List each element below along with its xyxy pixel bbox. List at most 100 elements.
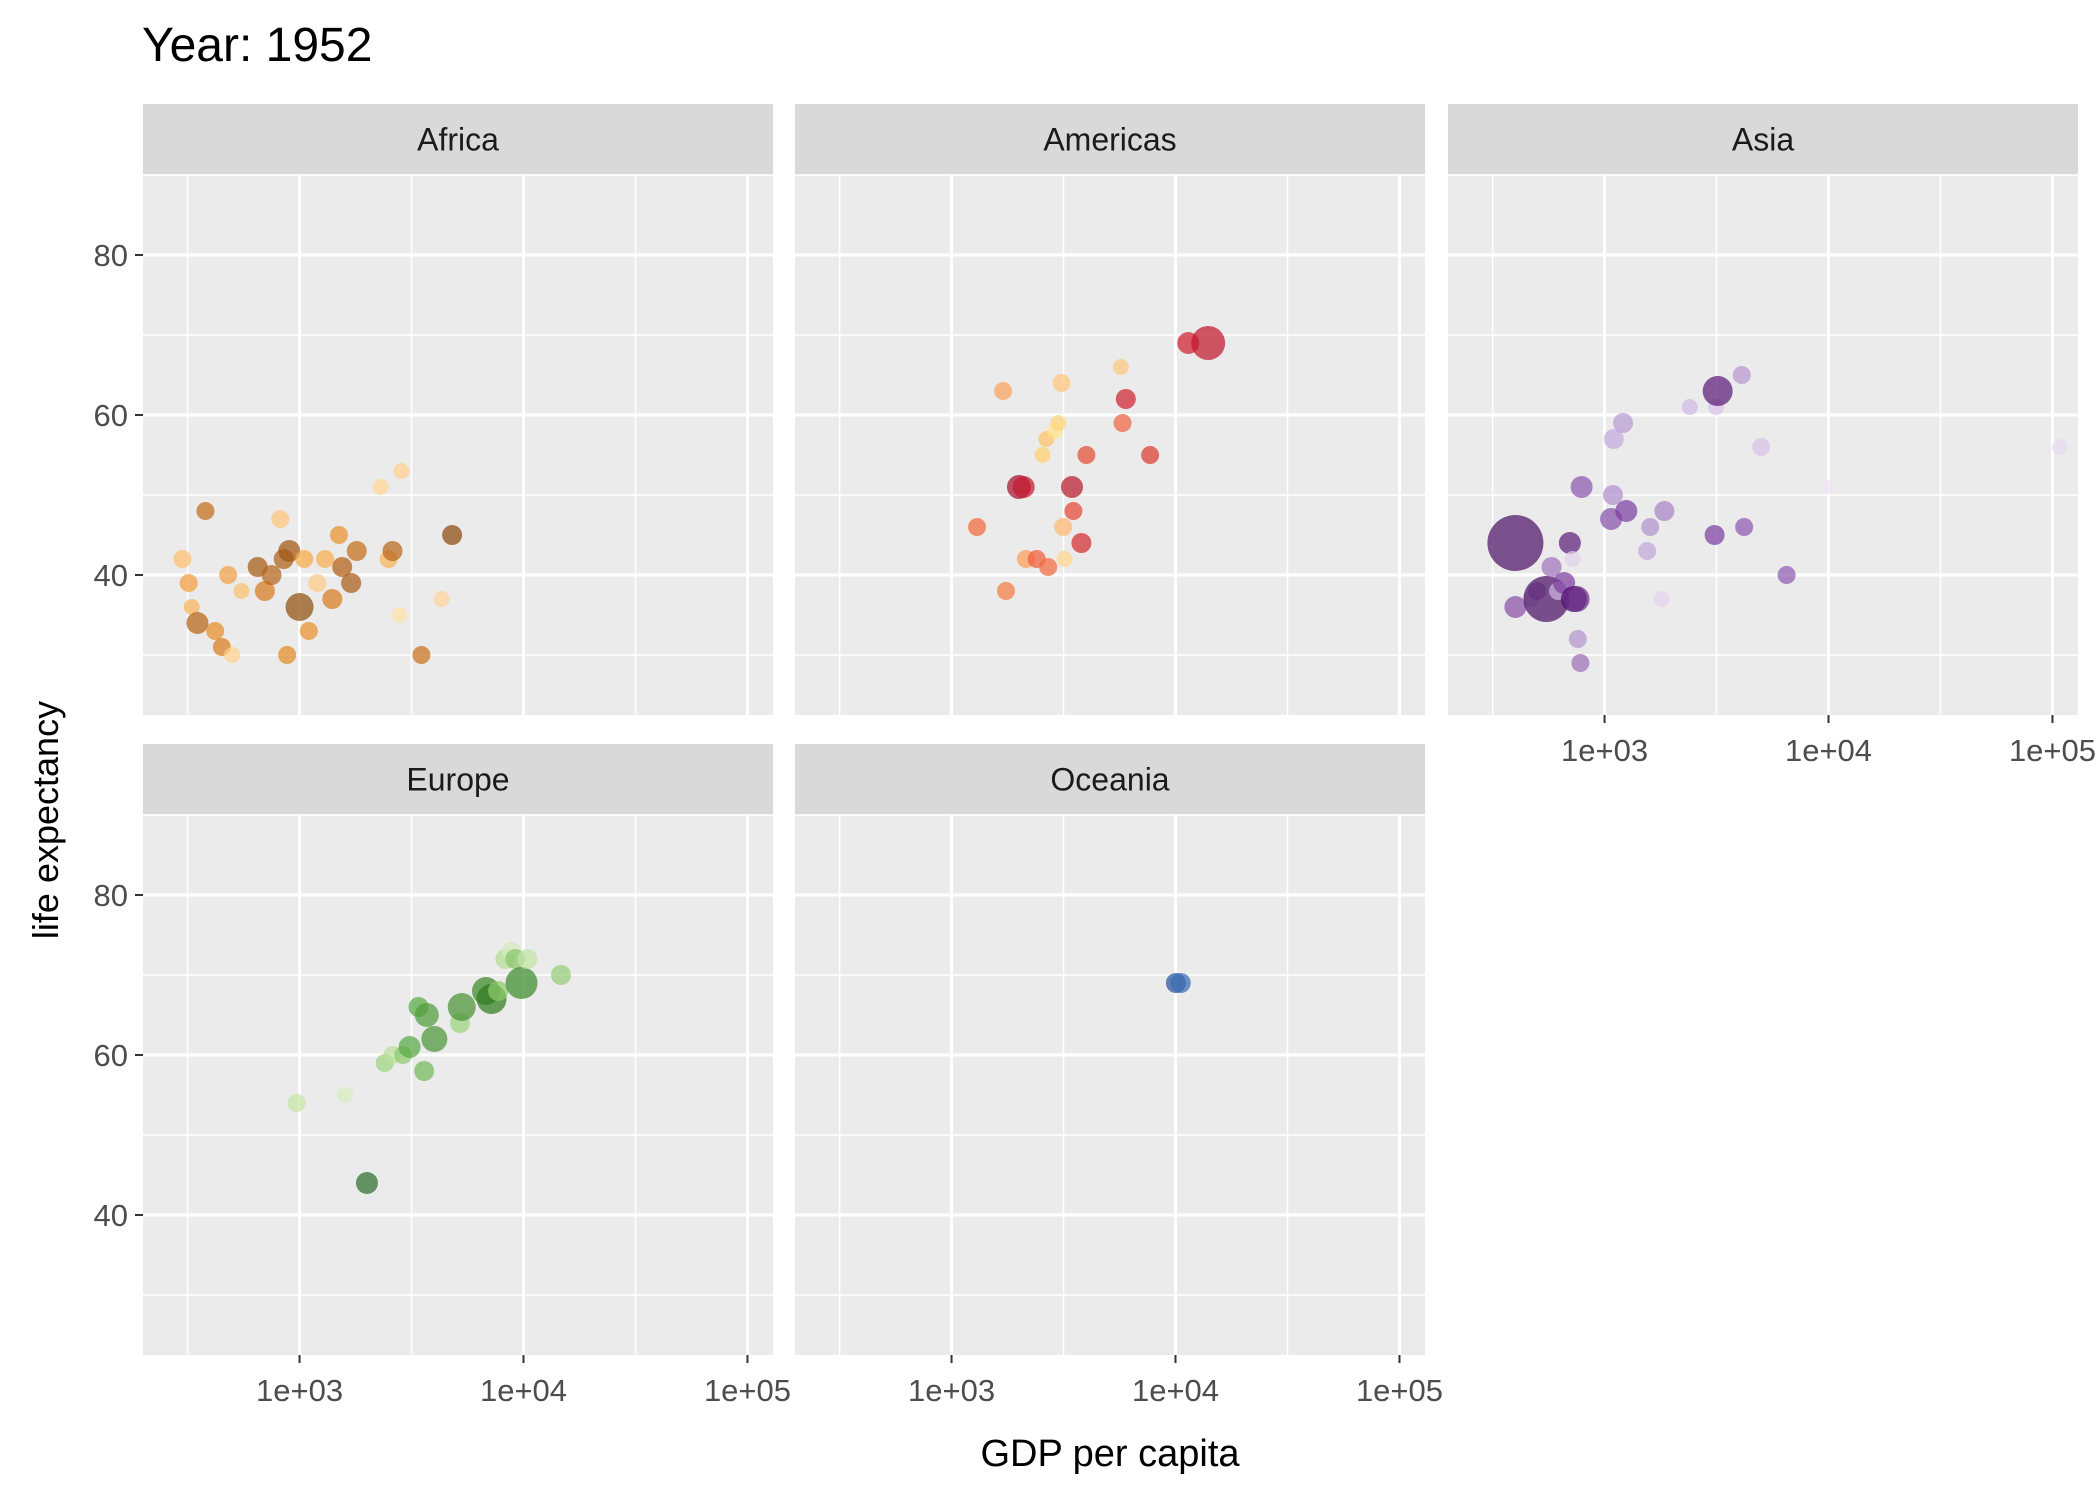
scatter-point xyxy=(271,510,290,528)
panel-background xyxy=(143,175,773,715)
scatter-point xyxy=(1052,374,1071,392)
scatter-point xyxy=(1487,515,1544,571)
facet-label: Europe xyxy=(406,762,509,798)
scatter-point xyxy=(1170,973,1191,993)
x-tick-label: 1e+04 xyxy=(1785,733,1872,768)
scatter-point xyxy=(1191,326,1226,360)
scatter-point xyxy=(278,646,297,664)
scatter-point xyxy=(1054,518,1073,536)
scatter-point xyxy=(285,593,314,621)
scatter-point xyxy=(517,949,538,969)
scatter-point xyxy=(1061,476,1083,498)
points-americas xyxy=(968,326,1226,600)
scatter-point xyxy=(219,566,238,584)
scatter-point xyxy=(1141,446,1160,464)
scatter-point xyxy=(1077,446,1096,464)
panel-background xyxy=(795,815,1425,1355)
y-axis-label: life expectancy xyxy=(25,701,66,939)
scatter-point xyxy=(287,1094,306,1112)
points-asia xyxy=(1487,366,2068,672)
scatter-point xyxy=(1558,532,1581,554)
scatter-point xyxy=(1563,586,1590,612)
scatter-point xyxy=(332,557,353,577)
scatter-point xyxy=(1735,518,1754,536)
scatter-point xyxy=(433,591,450,607)
scatter-point xyxy=(1681,399,1698,415)
scatter-point xyxy=(341,573,362,593)
scatter-point xyxy=(1112,359,1129,375)
facet-strip-asia xyxy=(1448,104,2078,175)
x-tick-label: 1e+03 xyxy=(1561,733,1648,768)
scatter-point xyxy=(1050,415,1067,431)
scatter-point xyxy=(186,612,209,634)
scatter-point xyxy=(1113,414,1132,432)
scatter-point xyxy=(505,967,538,999)
scatter-point xyxy=(1541,557,1562,577)
scatter-point xyxy=(233,583,250,599)
panel-africa: Africa 40 60 80 xyxy=(94,104,773,715)
points-africa xyxy=(173,463,463,664)
scatter-point xyxy=(1653,591,1670,607)
panel-americas: Americas xyxy=(795,104,1425,715)
scatter-point xyxy=(994,382,1013,400)
scatter-point xyxy=(1071,533,1092,553)
panel-europe: Europe 40 60 80 1e+03 1e+04 1e+05 xyxy=(94,744,791,1408)
y-tick-label: 80 xyxy=(94,878,128,913)
panel-background xyxy=(143,815,773,1355)
scatter-point xyxy=(1012,476,1035,498)
scatter-point xyxy=(1752,438,1771,456)
scatter-point xyxy=(329,526,348,544)
scatter-point xyxy=(488,981,509,1001)
scatter-point xyxy=(398,1036,421,1058)
scatter-point xyxy=(372,479,389,495)
facet-strip-oceania xyxy=(795,744,1425,815)
facet-label: Oceania xyxy=(1050,762,1169,798)
x-tick-label: 1e+04 xyxy=(480,1373,567,1408)
scatter-point xyxy=(183,599,200,615)
scatter-point xyxy=(1615,500,1638,522)
scatter-point xyxy=(414,1061,435,1081)
facet-label: Americas xyxy=(1043,122,1176,158)
scatter-point xyxy=(1603,429,1624,449)
y-tick-label: 80 xyxy=(94,238,128,273)
scatter-point xyxy=(393,463,410,479)
scatter-point xyxy=(421,1026,448,1052)
scatter-point xyxy=(308,574,327,592)
scatter-point xyxy=(1504,596,1527,618)
x-tick-label: 1e+04 xyxy=(1132,1373,1219,1408)
scatter-point xyxy=(355,1172,378,1194)
facet-strip-americas xyxy=(795,104,1425,175)
scatter-point xyxy=(968,518,987,536)
chart-title: Year: 1952 xyxy=(142,19,372,72)
scatter-point xyxy=(1702,376,1733,406)
scatter-point xyxy=(322,589,343,609)
scatter-point xyxy=(261,565,282,585)
panel-oceania: Oceania 1e+03 1e+04 1e+05 xyxy=(795,744,1443,1408)
scatter-point xyxy=(173,550,192,568)
scatter-point xyxy=(1115,389,1136,409)
scatter-point xyxy=(1564,551,1581,567)
scatter-point xyxy=(316,550,335,568)
scatter-point xyxy=(206,622,225,640)
scatter-point xyxy=(382,541,403,561)
facet-label: Africa xyxy=(417,122,499,158)
scatter-point xyxy=(414,1003,439,1027)
scatter-point xyxy=(1602,485,1623,505)
facet-strip-africa xyxy=(143,104,773,175)
scatter-point xyxy=(412,646,431,664)
scatter-point xyxy=(295,550,314,568)
panel-asia: Asia 1e+03 1e+04 1e+05 xyxy=(1448,104,2096,768)
scatter-point xyxy=(550,965,571,985)
points-oceania xyxy=(1165,973,1191,993)
panel-background xyxy=(795,175,1425,715)
scatter-point xyxy=(996,582,1015,600)
scatter-point xyxy=(1654,501,1675,521)
scatter-point xyxy=(337,1087,354,1103)
scatter-point xyxy=(1056,551,1073,567)
scatter-point xyxy=(1034,447,1051,463)
scatter-point xyxy=(1568,630,1587,648)
scatter-point xyxy=(1732,366,1751,384)
